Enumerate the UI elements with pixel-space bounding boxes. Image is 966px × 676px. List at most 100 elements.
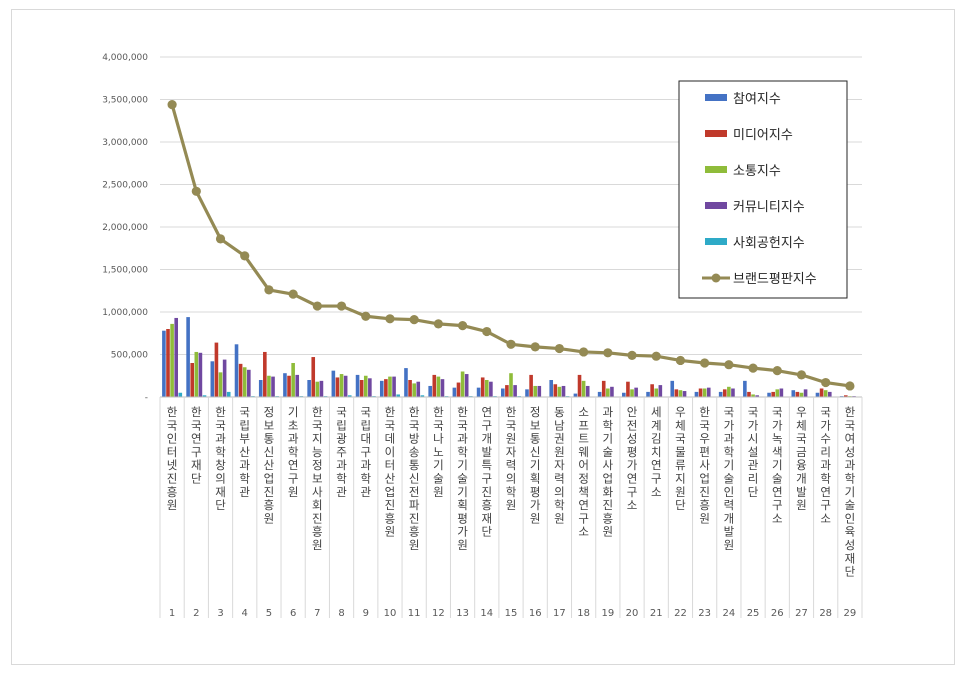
legend-box [678,80,848,299]
bar [767,392,771,397]
x-rank-label: 25 [747,608,760,619]
bar [630,389,634,397]
bar [706,387,711,397]
x-rank-label: 6 [290,608,296,619]
bar [234,344,239,397]
bar [198,352,203,397]
bar [658,385,663,397]
bar [501,388,505,397]
line-marker [361,311,371,321]
x-rank-label: 12 [432,608,445,619]
legend-swatch-marker [711,273,721,283]
line-marker [700,358,710,368]
bar [162,330,166,397]
bar [238,363,243,397]
x-rank-label: 15 [505,608,518,619]
bar [505,385,509,397]
bar [533,385,538,397]
bar [307,380,311,397]
bar [646,391,650,397]
bar [601,380,606,397]
bar [194,351,199,397]
x-rank-label: 4 [242,608,248,619]
line-marker [821,377,831,388]
x-rank-label: 16 [529,608,542,619]
y-tick-label: 3,500,000 [102,96,148,106]
y-tick-label: 500,000 [111,351,148,361]
line-marker [409,315,419,325]
bar [339,374,344,397]
legend-label: 미디어지수 [733,128,793,143]
line-marker [312,301,322,311]
line-marker [603,348,613,358]
bar [529,374,533,397]
bar [557,386,562,397]
bar [319,380,324,397]
bar [553,384,558,397]
bar [573,393,578,397]
bar [525,389,529,397]
bar [585,385,590,397]
legend-label: 커뮤니티지수 [733,200,805,215]
bar [178,392,183,397]
x-rank-label: 10 [384,608,397,619]
bar [428,385,432,397]
legend-swatch [705,166,727,173]
x-axis: 한 국 인 터 넷 진 흥 원 1 한 국 연 구 재 단 2 한 국 과 학 창 의 재 단 3 국 립 부 산 과 학 관 4 정 보 통 신 산 업 진… [159,396,863,619]
bar-series [162,317,860,398]
bar [509,373,513,397]
bar [174,317,178,397]
x-rank-label: 23 [698,608,711,619]
bar [343,375,348,397]
x-rank-label: 1 [169,608,175,619]
bar [779,388,784,397]
bar [694,391,699,397]
bar [242,367,247,397]
line-marker [530,342,540,352]
bar [214,342,219,397]
bar [368,378,372,397]
bar [484,380,489,397]
line-marker [796,370,807,380]
y-axis-tick-labels: - 500,000 1,000,000 1,500,000 2,000,000 2,500… [102,53,148,403]
x-rank-label: 2 [193,608,199,619]
line-marker [506,339,516,349]
bar [295,374,300,397]
bar [452,387,457,397]
x-rank-label: 18 [577,608,590,619]
bar [561,385,566,397]
bar [388,376,392,397]
bar [795,391,800,397]
bar [218,372,223,397]
bar [803,389,808,397]
bar [226,391,231,397]
bar [513,385,517,397]
bar [460,371,465,397]
bar [392,376,396,397]
x-rank-label: 19 [601,608,614,619]
x-rank-label: 27 [795,608,808,619]
x-rank-label: 5 [266,608,272,619]
line-marker [167,100,177,110]
x-rank-label: 8 [338,608,344,619]
y-tick-label: 1,000,000 [102,308,148,318]
line-marker [724,360,734,370]
bar [727,386,731,397]
bar [537,385,542,397]
bar [597,391,602,397]
line-marker [191,186,201,196]
line-marker [675,355,686,366]
legend-label: 브랜드평판지수 [733,272,817,287]
